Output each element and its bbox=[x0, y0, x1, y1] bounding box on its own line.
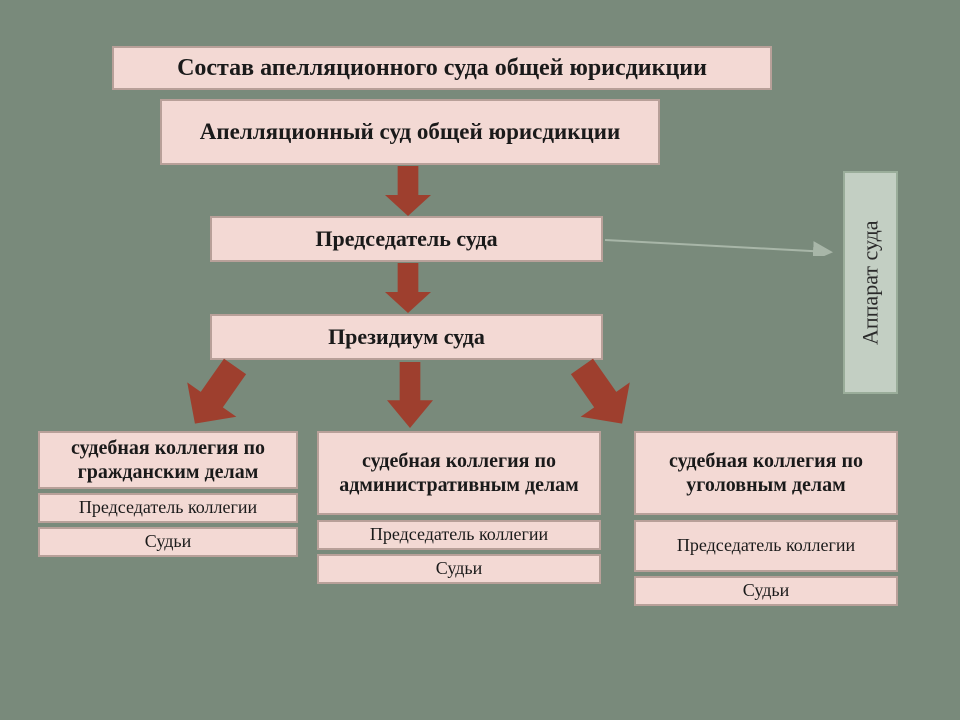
collegium-title-2: судебная коллегия по уголовным делам bbox=[634, 431, 898, 515]
side-text: Аппарат суда bbox=[858, 220, 884, 345]
faint-arrow bbox=[605, 226, 841, 256]
collegium-chair-1: Председатель коллегии bbox=[317, 520, 601, 550]
presidium-to-right bbox=[557, 349, 646, 441]
presidium-text: Президиум суда bbox=[328, 324, 485, 350]
collegium-chair-2: Председатель коллегии bbox=[634, 520, 898, 572]
title-text: Состав апелляционного суда общей юрисдик… bbox=[177, 54, 707, 83]
collegium-chair-0: Председатель коллегии bbox=[38, 493, 298, 523]
root-box: Апелляционный суд общей юрисдикции bbox=[160, 99, 660, 165]
chairman-to-presidium bbox=[385, 263, 431, 313]
collegium-title-1: судебная коллегия по административным де… bbox=[317, 431, 601, 515]
side-box: Аппарат суда bbox=[843, 171, 898, 394]
chairman-box: Председатель суда bbox=[210, 216, 603, 262]
collegium-judges-1: Судьи bbox=[317, 554, 601, 584]
title-box: Состав апелляционного суда общей юрисдик… bbox=[112, 46, 772, 90]
root-text: Апелляционный суд общей юрисдикции bbox=[200, 118, 620, 146]
collegium-title-0: судебная коллегия по гражданским делам bbox=[38, 431, 298, 489]
root-to-chairman bbox=[385, 166, 431, 216]
presidium-box: Президиум суда bbox=[210, 314, 603, 360]
chairman-text: Председатель суда bbox=[315, 226, 497, 252]
presidium-to-left bbox=[170, 349, 259, 441]
presidium-to-center bbox=[387, 362, 433, 428]
collegium-judges-0: Судьи bbox=[38, 527, 298, 557]
collegium-judges-2: Судьи bbox=[634, 576, 898, 606]
